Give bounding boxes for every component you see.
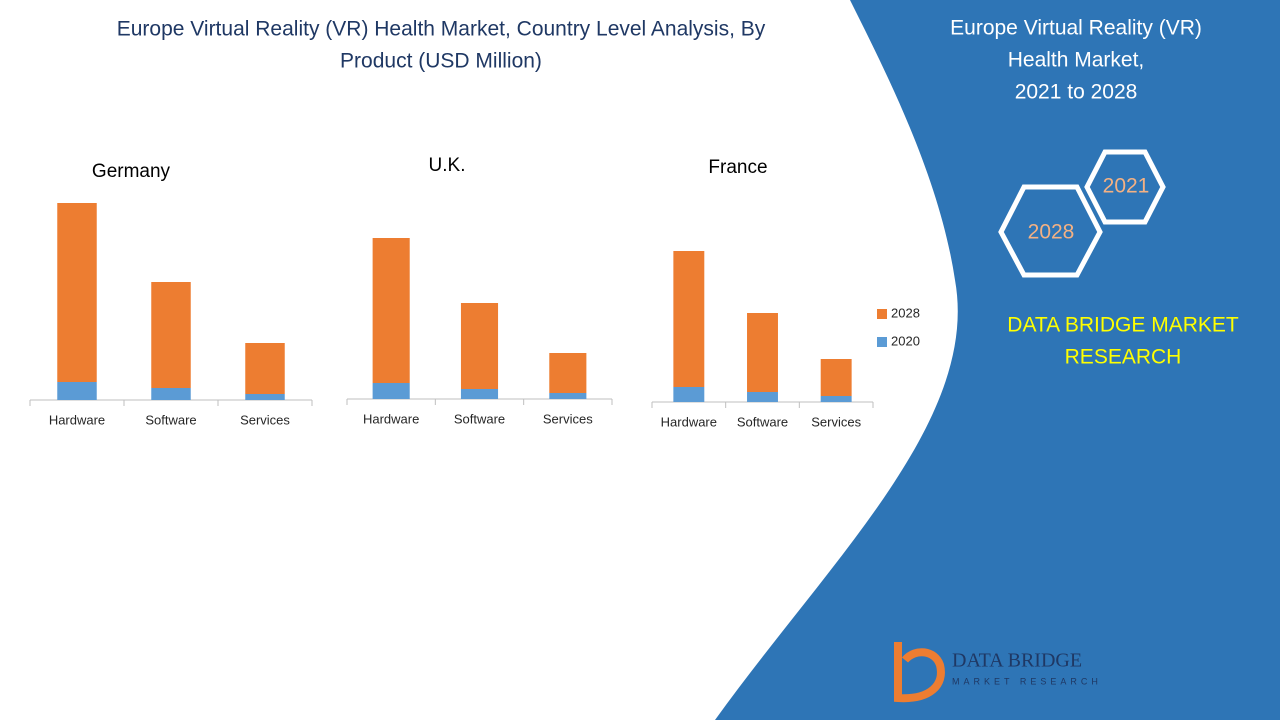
x-tick-label: Services	[240, 412, 290, 427]
x-tick-label: Software	[454, 411, 505, 426]
sidebar-panel	[715, 0, 1280, 720]
bar-segment	[372, 238, 410, 383]
bar-segment	[747, 392, 778, 402]
logo-tagline: MARKET RESEARCH	[952, 676, 1102, 686]
x-tick-label: Hardware	[661, 414, 717, 429]
hexagon	[998, 184, 1103, 278]
bar-segment	[820, 359, 852, 396]
bar-segment	[820, 396, 852, 402]
chart-title: Germany	[92, 161, 171, 182]
sidebar-title: Europe Virtual Reality (VR)	[950, 17, 1202, 40]
bar-segment	[151, 282, 191, 388]
sidebar-title: Health Market,	[1008, 49, 1145, 72]
bar-segment	[57, 382, 97, 400]
bar-segment	[245, 343, 285, 394]
x-tick-label: Hardware	[49, 412, 105, 427]
legend-swatch	[877, 337, 887, 347]
brand-text: DATA BRIDGE MARKET	[1007, 314, 1239, 337]
bar-segment	[151, 388, 191, 400]
logo-mark	[894, 642, 945, 703]
logo-name: DATA BRIDGE	[952, 650, 1082, 672]
legend-label: 2020	[891, 333, 920, 348]
hexagon	[1084, 149, 1166, 225]
legend-label: 2028	[891, 305, 920, 320]
title-line: Europe Virtual Reality (VR) Health Marke…	[117, 18, 766, 41]
bar-segment	[673, 251, 705, 387]
bar-segment	[460, 303, 499, 389]
x-tick-label: Hardware	[363, 411, 419, 426]
hex-label: 2021	[1103, 175, 1150, 198]
chart-title: U.K.	[429, 155, 466, 176]
brand-text: RESEARCH	[1065, 346, 1182, 369]
bar-segment	[549, 353, 587, 393]
bar-segment	[549, 393, 587, 399]
x-tick-label: Software	[737, 414, 788, 429]
legend-swatch	[877, 309, 887, 319]
x-tick-label: Services	[811, 414, 861, 429]
bar-segment	[747, 313, 778, 392]
bar-segment	[673, 387, 705, 402]
hex-label: 2028	[1028, 221, 1075, 244]
chart-title: France	[708, 157, 767, 178]
sidebar-title: 2021 to 2028	[1015, 81, 1138, 104]
title-line: Product (USD Million)	[340, 50, 542, 73]
bar-segment	[57, 203, 97, 382]
x-tick-label: Software	[145, 412, 196, 427]
bar-segment	[460, 389, 499, 399]
x-tick-label: Services	[543, 411, 593, 426]
bar-segment	[245, 394, 285, 400]
bar-segment	[372, 383, 410, 399]
